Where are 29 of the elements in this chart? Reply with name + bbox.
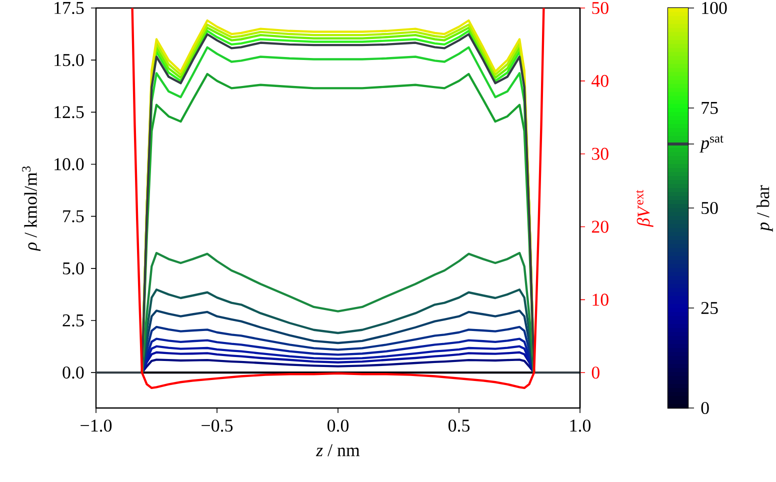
x-axis-title: z / nm: [316, 444, 360, 456]
color-bar-label: p$^{sat}$: [700, 135, 724, 153]
x-tick-label: 0.0: [327, 420, 349, 432]
y-tick-label: 5.0: [63, 262, 84, 274]
color-bar-label: 50: [702, 202, 718, 214]
color-bar-label: 75: [702, 102, 718, 114]
color-bar-label: 25: [701, 302, 718, 314]
color-bar-label: 0: [701, 402, 709, 414]
y-tick-label: 0.0: [62, 366, 84, 379]
x-tick-label: −0.5: [202, 420, 233, 432]
y-tick-label: 15.0: [54, 54, 84, 66]
y-tick-label: 7.5: [63, 210, 84, 222]
y2-tick-label: 10: [592, 294, 608, 306]
y2-tick-label: 20: [592, 220, 608, 233]
y2-axis-title: βV$^{ext}$: [636, 190, 654, 227]
y2-tick-label: 0: [592, 366, 600, 379]
color-bar-label: 100: [702, 2, 727, 14]
y-tick-label: 2.5: [62, 314, 84, 327]
y2-tick-label: 30: [592, 148, 608, 160]
x-tick-label: −1.0: [80, 420, 112, 432]
x-tick-label: 0.5: [448, 420, 470, 432]
color-bar-title: p / bar: [756, 185, 773, 232]
y-tick-label: 10.0: [54, 158, 84, 170]
y2-tick-label: 50: [592, 2, 608, 14]
y2-tick-label: 40: [592, 74, 608, 87]
y-tick-label: 12.5: [54, 106, 84, 118]
y-axis-title: ρ / kmol/m$^{3}$: [22, 166, 40, 252]
x-tick-label: 1.0: [570, 420, 591, 432]
y-tick-label: 17.5: [54, 2, 84, 14]
